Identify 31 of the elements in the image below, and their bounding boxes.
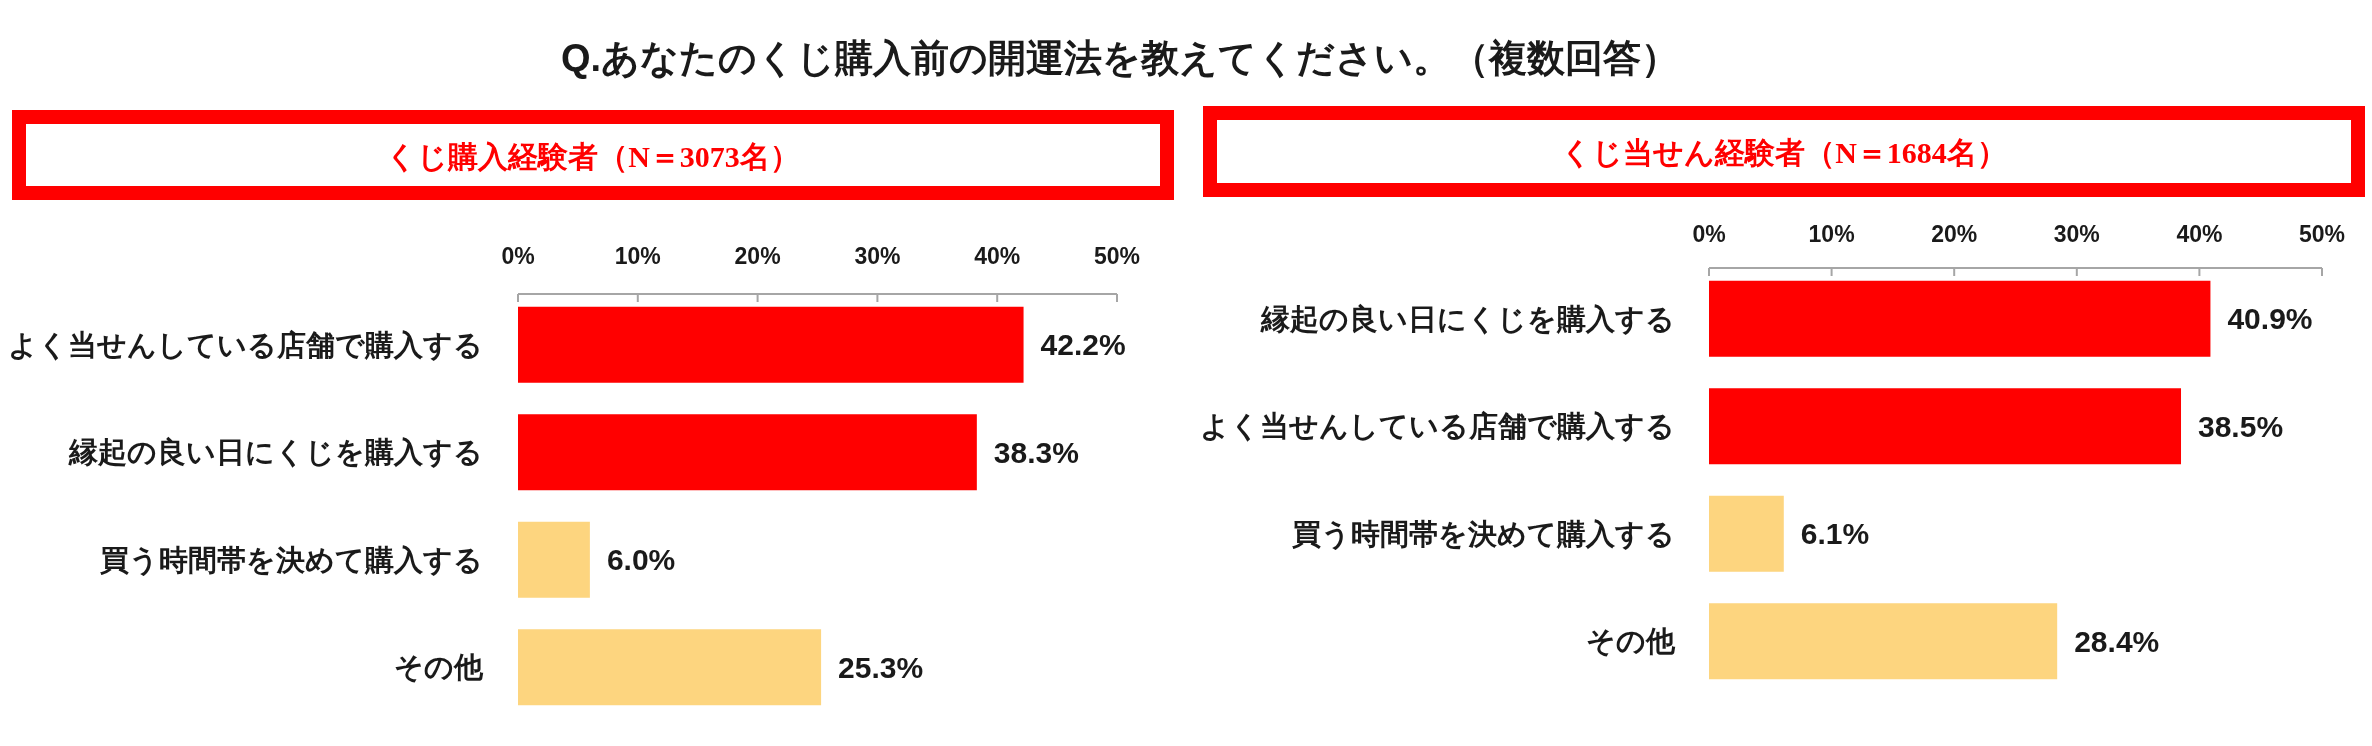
data-label: 25.3% [838,650,924,684]
data-label: 6.1% [1800,517,1870,551]
data-label: 38.5% [2198,409,2284,443]
y-tick-label: その他 [1586,625,1676,658]
x-tick-label: 0% [1692,221,1726,247]
x-tick-label: 30% [2053,221,2100,247]
y-tick-label: よく当せんしている店舗で購入する [8,328,483,361]
data-label: 28.4% [2074,624,2160,658]
y-tick-label: よく当せんしている店舗で購入する [1200,410,1675,443]
x-tick-label: 30% [854,243,901,269]
x-tick-label: 20% [734,243,781,269]
y-tick-label: 買う時間帯を決めて購入する [1292,517,1675,551]
y-tick-label: その他 [394,651,484,684]
title: Q.あなたのくじ購入前の開運法を教えてください。（複数回答） [560,37,1680,79]
x-tick-label: 40% [2176,221,2223,247]
data-label: 38.3% [993,435,1079,469]
x-tick-label: 20% [1931,221,1978,247]
x-tick-label: 10% [1808,221,1855,247]
y-tick-label: 買う時間帯を決めて購入する [100,543,483,577]
data-label: 6.0% [606,543,676,577]
x-tick-label: 40% [974,243,1021,269]
chart-title: くじ当せん経験者（N＝1684名） [1561,136,2007,169]
y-tick-label: 縁起の良い日にくじを購入する [1260,302,1675,335]
data-label: 40.9% [2227,302,2313,336]
x-tick-label: 50% [1093,243,1141,269]
chart-subtitle: くじ購入経験者（N＝3073名） [386,139,800,173]
data-label: 42.2% [1040,328,1126,362]
x-tick-label: 10% [614,243,661,269]
x-tick-label: 0% [501,243,535,269]
x-tick-label: 50% [2298,221,2346,247]
y-tick-label: 縁起の良い日にくじを購入する [68,436,483,469]
